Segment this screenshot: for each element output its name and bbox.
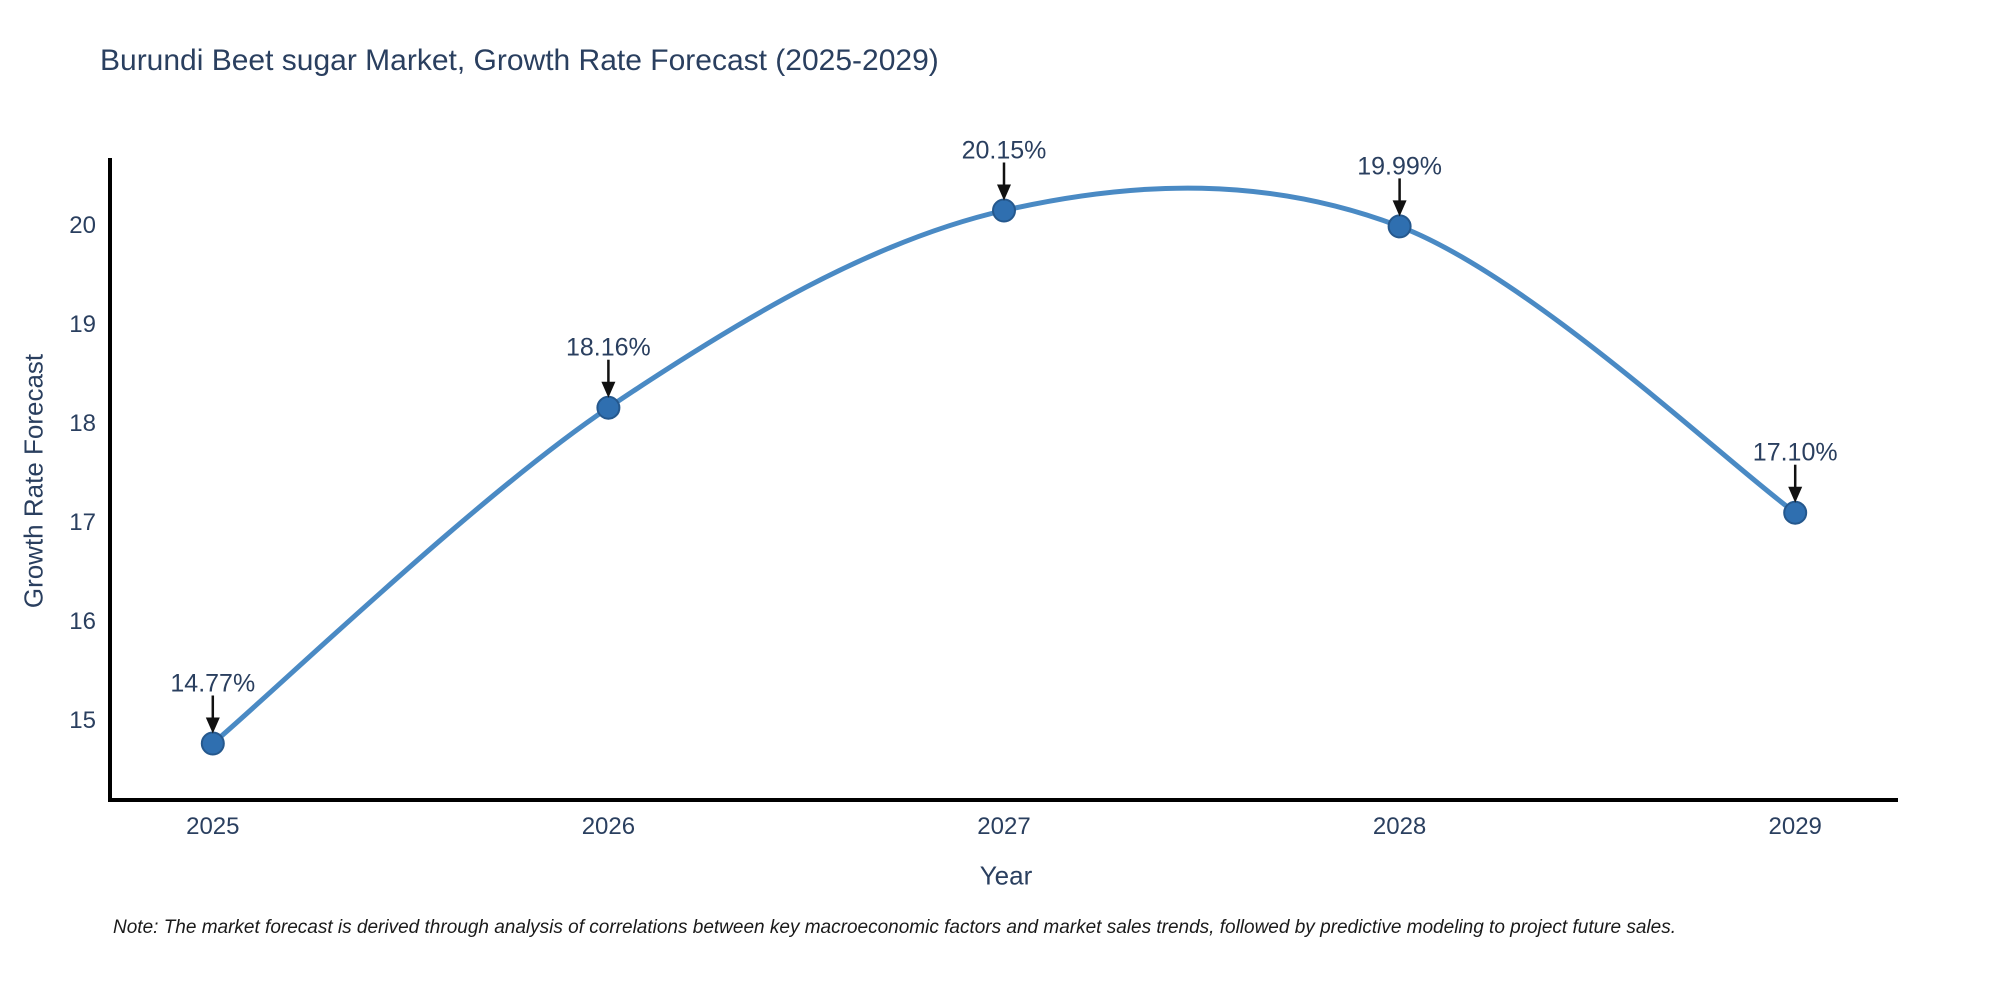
y-tick-label: 15 [69, 707, 96, 734]
data-point-marker [200, 731, 225, 756]
footnote: Note: The market forecast is derived thr… [113, 917, 1676, 938]
x-axis-title: Year [979, 860, 1033, 891]
annotation-label: 20.15% [962, 137, 1047, 165]
data-point-marker [1783, 500, 1808, 525]
y-tick-label: 20 [69, 212, 96, 239]
y-tick-label: 19 [69, 311, 96, 338]
annotation-label: 19.99% [1357, 152, 1442, 180]
y-tick-label: 17 [69, 509, 96, 536]
y-tick-label: 18 [69, 410, 96, 437]
x-tick-label: 2025 [186, 813, 239, 840]
data-point-marker [1387, 214, 1412, 239]
annotation-arrowhead-icon [205, 717, 220, 734]
y-tick-label: 16 [69, 608, 96, 635]
x-tick-label: 2027 [977, 813, 1030, 840]
chart-title: Burundi Beet sugar Market, Growth Rate F… [100, 44, 939, 77]
annotation-label: 18.16% [566, 334, 651, 362]
annotation-arrowhead-icon [1788, 486, 1803, 503]
data-point-marker [596, 395, 621, 420]
annotation-label: 14.77% [170, 670, 255, 698]
annotation-arrowhead-icon [1392, 200, 1407, 217]
x-tick-label: 2028 [1373, 813, 1426, 840]
annotation-arrowhead-icon [997, 184, 1011, 201]
x-tick-label: 2029 [1769, 813, 1822, 840]
annotation-label: 17.10% [1753, 439, 1838, 467]
x-tick-label: 2026 [582, 813, 635, 840]
annotation-arrowhead-icon [601, 381, 616, 398]
line-series-path [210, 185, 1798, 746]
data-point-marker [992, 198, 1016, 223]
